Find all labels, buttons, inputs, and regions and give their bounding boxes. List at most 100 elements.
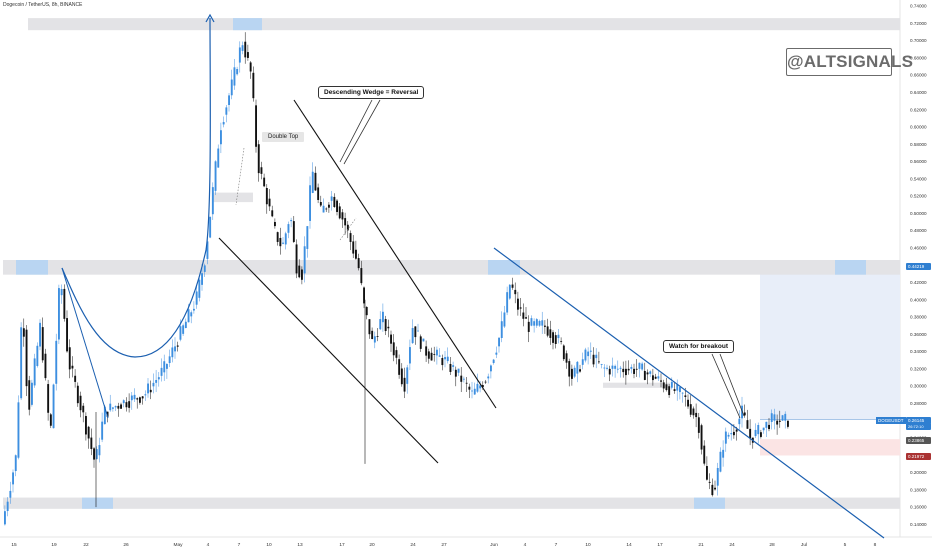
y-tick-label: 0.14000	[910, 522, 927, 527]
candle-down	[268, 198, 271, 207]
candle-up	[638, 362, 641, 369]
candle-down	[271, 210, 274, 217]
candle-up	[311, 171, 314, 193]
candle-up	[9, 490, 12, 498]
candle-up	[130, 395, 133, 401]
candle-up	[4, 511, 6, 525]
pullback-zone	[213, 192, 253, 203]
candle-down	[360, 268, 363, 284]
candle-down	[565, 353, 568, 363]
candle-down	[668, 386, 671, 396]
candle-down	[735, 429, 738, 432]
candle-up	[198, 279, 201, 298]
candle-down	[76, 385, 79, 404]
candle-down	[625, 368, 627, 376]
candle-up	[222, 122, 225, 125]
candle-down	[560, 340, 563, 342]
x-tick-label: 17	[657, 542, 663, 548]
cup-arrow-head	[205, 13, 215, 23]
candle-up	[530, 318, 533, 326]
candle-down	[263, 177, 266, 187]
candle-up	[444, 357, 446, 360]
candle-up	[754, 429, 757, 437]
candle-up	[495, 352, 498, 355]
candle-down	[544, 325, 546, 327]
x-tick-label: 13	[297, 542, 303, 548]
y-tick-label: 0.50000	[910, 211, 927, 216]
candle-down	[325, 208, 328, 210]
candle-up	[757, 425, 760, 435]
zone-highlight-1	[16, 259, 48, 275]
candle-down	[519, 307, 522, 309]
candle-up	[330, 196, 333, 201]
candle-down	[484, 381, 487, 383]
candle-down	[711, 484, 714, 496]
y-tick-label: 0.52000	[910, 194, 927, 199]
candle-down	[768, 424, 770, 430]
candle-down	[733, 431, 735, 436]
candle-up	[144, 394, 147, 396]
candle-down	[317, 187, 320, 200]
candle-up	[535, 319, 538, 326]
y-tick-label: 0.56000	[910, 159, 927, 164]
candle-up	[641, 363, 644, 370]
candle-down	[646, 372, 649, 375]
candle-up	[306, 226, 309, 249]
candle-up	[492, 359, 495, 363]
candle-up	[168, 356, 171, 364]
candle-up	[411, 328, 414, 344]
candle-down	[136, 398, 139, 400]
candle-up	[31, 382, 33, 405]
y-tick-label: 0.72000	[910, 21, 927, 26]
candle-down	[357, 258, 360, 269]
candle-down	[746, 420, 749, 429]
candle-down	[635, 368, 638, 370]
downtrend-line	[493, 247, 885, 539]
candle-up	[630, 366, 633, 369]
candle-down	[633, 368, 635, 374]
candle-up	[209, 216, 212, 238]
candle-down	[363, 287, 365, 304]
candle-up	[20, 327, 23, 399]
candle-down	[522, 312, 525, 319]
x-tick-label: 22	[83, 542, 89, 548]
candle-down	[301, 269, 303, 280]
x-tick-label: 15	[11, 542, 17, 548]
candle-down	[349, 233, 352, 242]
candle-up	[201, 273, 203, 285]
candle-down	[387, 326, 390, 329]
y-tick-label: 0.60000	[910, 125, 927, 130]
candle-up	[228, 95, 230, 105]
candle-down	[149, 389, 152, 393]
dotted-guide	[235, 147, 245, 206]
candle-down	[749, 428, 752, 439]
candle-down	[481, 385, 484, 388]
candle-down	[643, 370, 646, 380]
candle-up	[452, 365, 455, 367]
candle-up	[309, 185, 311, 221]
candle-up	[619, 367, 622, 369]
candle-up	[436, 349, 438, 356]
candle-up	[719, 451, 722, 472]
candle-up	[133, 394, 136, 400]
candle-down	[400, 368, 403, 385]
zone-highlight-0	[233, 18, 262, 31]
candle-down	[403, 377, 406, 392]
candle-up	[236, 69, 239, 75]
candle-down	[552, 332, 554, 343]
candle-down	[71, 365, 74, 369]
candle-up	[576, 361, 579, 374]
candle-up	[508, 284, 511, 299]
candle-up	[614, 365, 617, 369]
target-zone-box	[760, 263, 900, 420]
candle-up	[284, 233, 287, 245]
candle-up	[98, 445, 101, 456]
candle-down	[414, 326, 417, 338]
candle-up	[724, 431, 727, 444]
candle-down	[627, 368, 630, 371]
candle-up	[103, 406, 106, 425]
candle-down	[652, 375, 654, 381]
candle-down	[441, 358, 444, 366]
